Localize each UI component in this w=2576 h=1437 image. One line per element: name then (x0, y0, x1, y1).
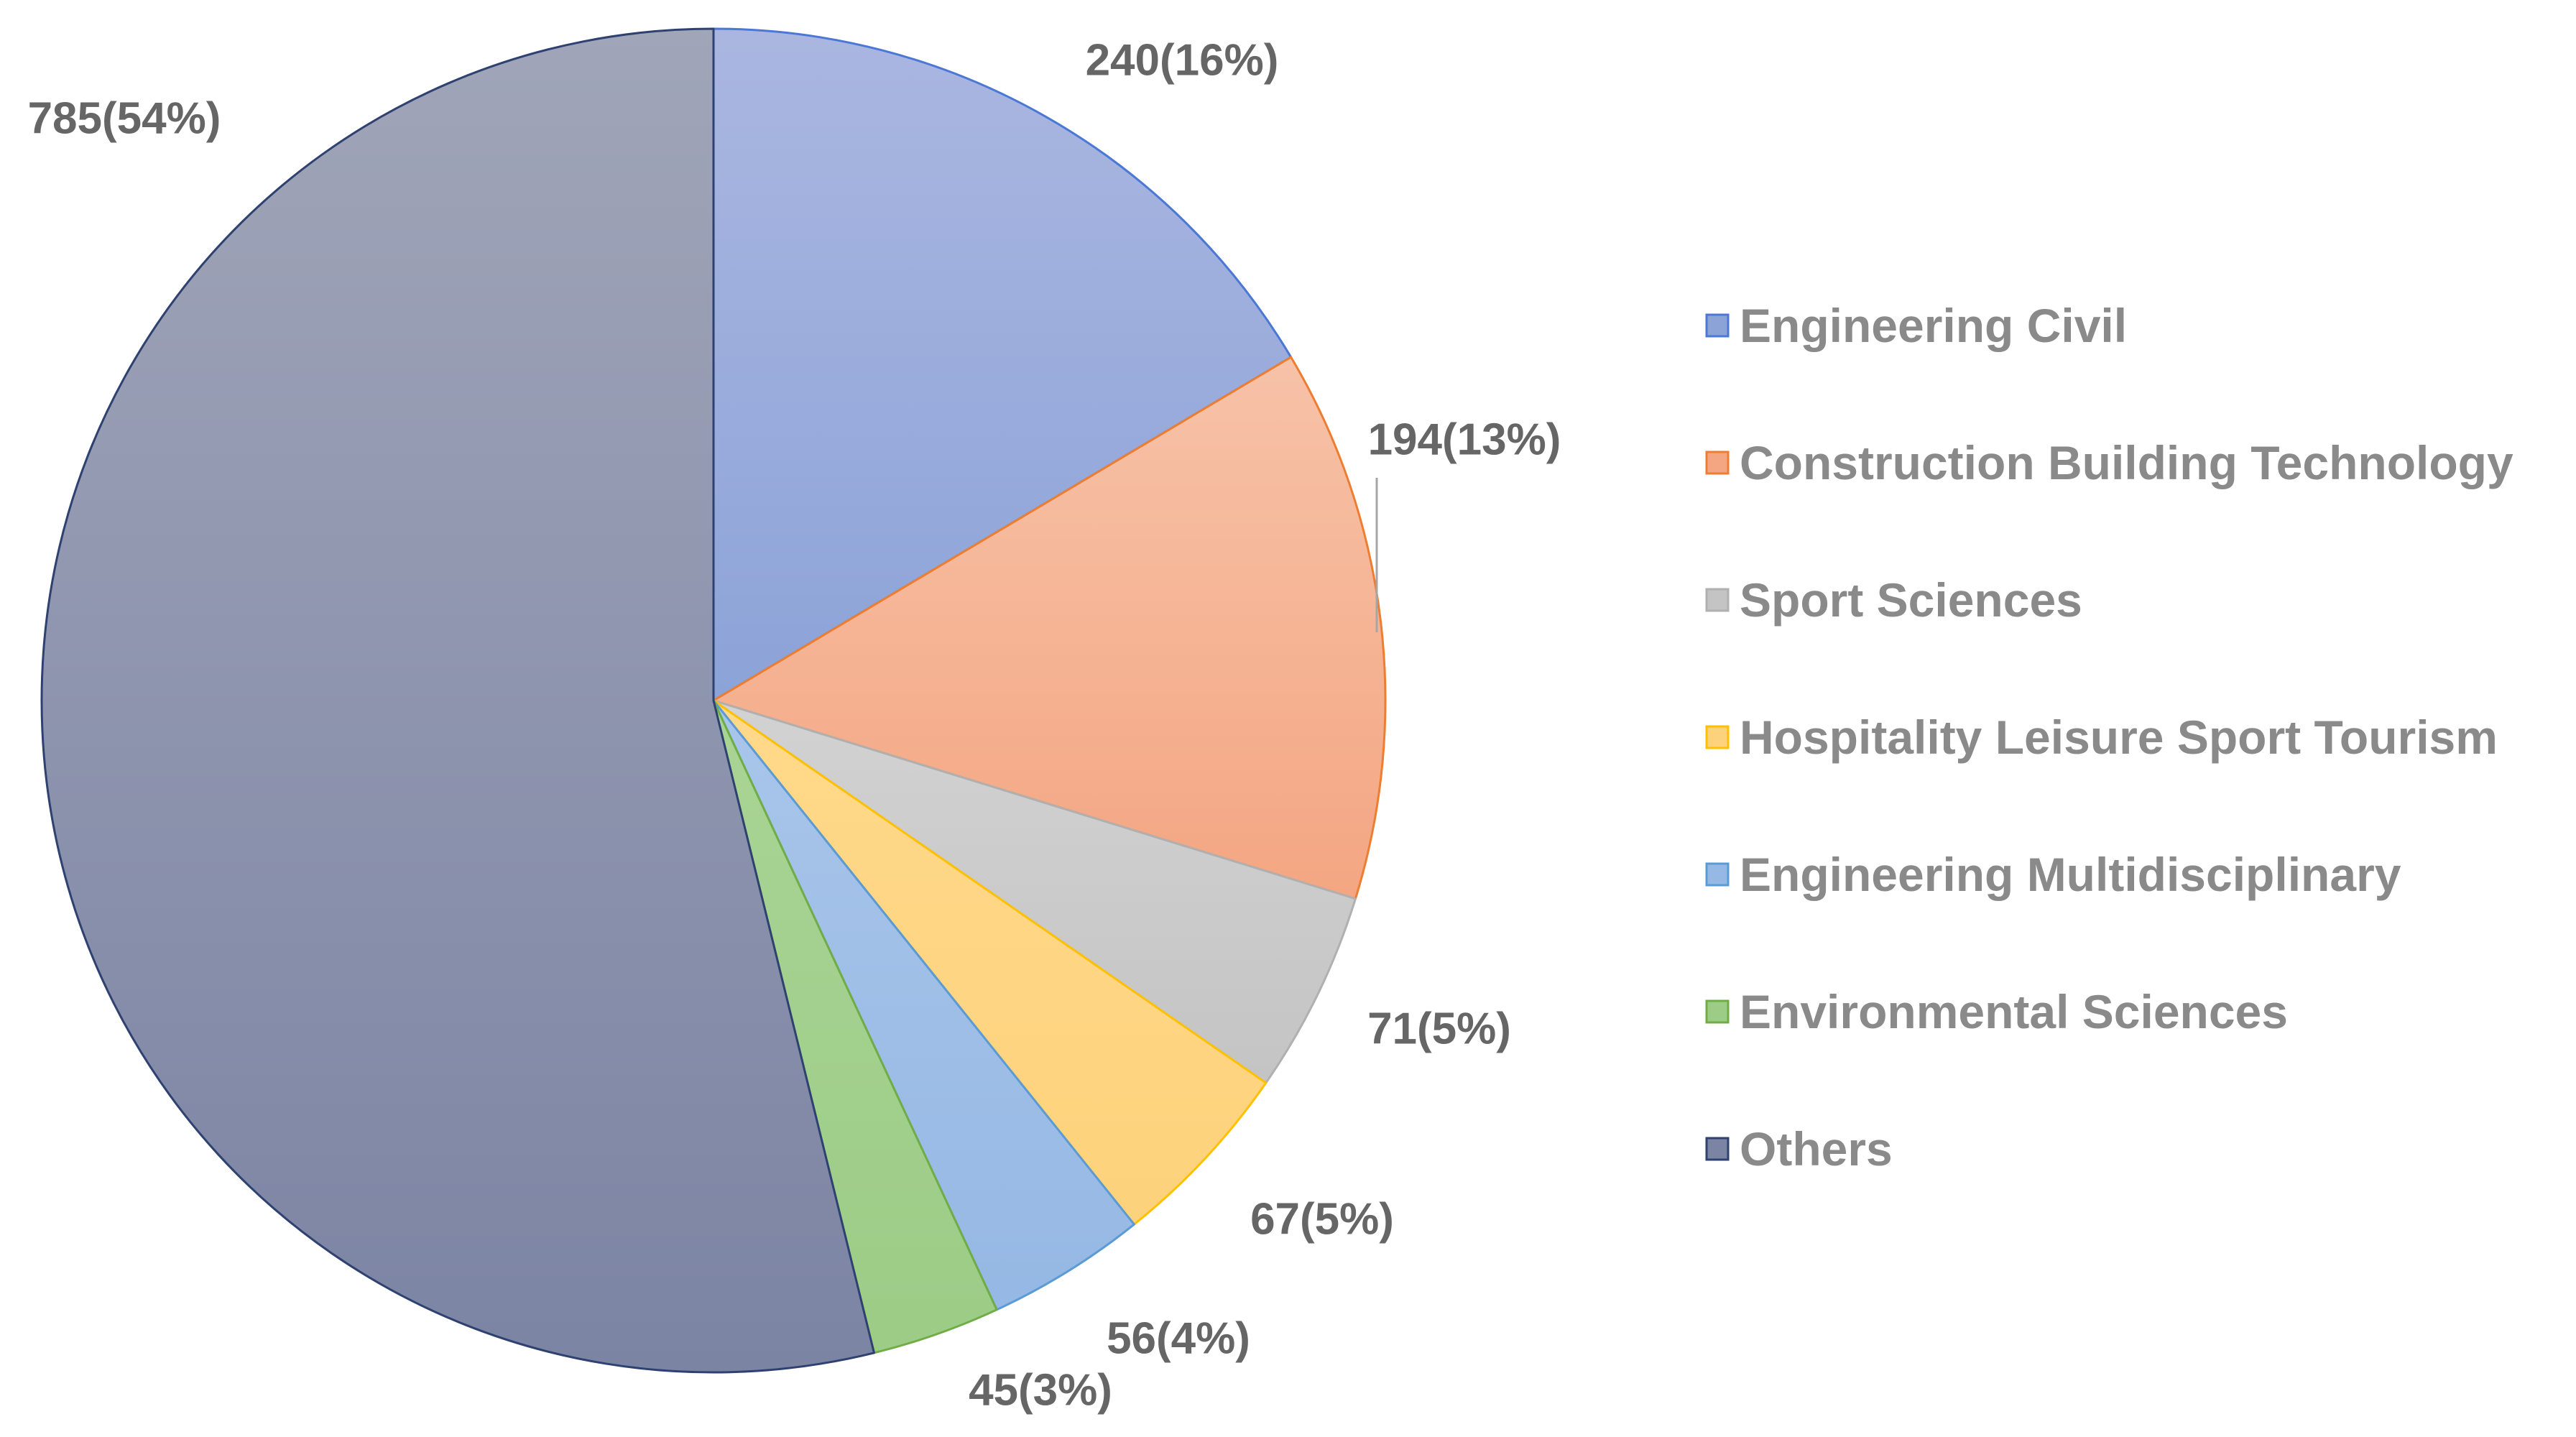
legend-swatch-environmental-sciences (1705, 999, 1730, 1024)
data-label-engineering-civil: 240(16%) (1086, 36, 1279, 86)
data-label-environmental-sciences: 45(3%) (969, 1366, 1112, 1415)
slice-sport-sciences (712, 699, 1357, 1084)
legend-swatch-engineering-multidisciplinary (1705, 862, 1730, 887)
slice-construction-building-technology (712, 356, 1387, 900)
legend-label-sport-sciences: Sport Sciences (1740, 573, 2082, 627)
legend-swatch-sport-sciences (1705, 588, 1730, 612)
data-label-construction-building-technology: 194(13%) (1368, 415, 1561, 465)
slice-others (40, 27, 875, 1374)
data-label-hospitality-leisure-sport-tourism: 67(5%) (1250, 1195, 1394, 1244)
legend-label-engineering-multidisciplinary: Engineering Multidisciplinary (1740, 848, 2401, 901)
slice-engineering-civil (712, 27, 1293, 702)
legend-label-environmental-sciences: Environmental Sciences (1740, 985, 2288, 1038)
legend-swatch-engineering-civil (1705, 313, 1730, 338)
pie-slices (40, 27, 1387, 1374)
legend-swatch-construction-building-technology (1705, 450, 1730, 475)
legend-label-hospitality-leisure-sport-tourism: Hospitality Leisure Sport Tourism (1740, 711, 2498, 764)
data-label-engineering-multidisciplinary: 56(4%) (1107, 1314, 1250, 1364)
data-label-sport-sciences: 71(5%) (1367, 1004, 1511, 1054)
legend-label-construction-building-technology: Construction Building Technology (1740, 436, 2513, 489)
legend-swatch-others (1705, 1137, 1730, 1161)
data-label-others: 785(54%) (28, 94, 221, 144)
data-labels: 240(16%) 194(13%) 71(5%) 67(5%) 56(4%)45(3%)… (28, 36, 1561, 1415)
slice-hospitality-leisure-sport-tourism (712, 699, 1268, 1226)
legend: Engineering Civil Construction Building T… (1705, 299, 2513, 1175)
slice-engineering-multidisciplinary (712, 699, 1135, 1311)
legend-swatch-hospitality-leisure-sport-tourism (1705, 725, 1730, 749)
legend-label-others: Others (1740, 1122, 1893, 1175)
legend-label-engineering-civil: Engineering Civil (1740, 299, 2127, 352)
